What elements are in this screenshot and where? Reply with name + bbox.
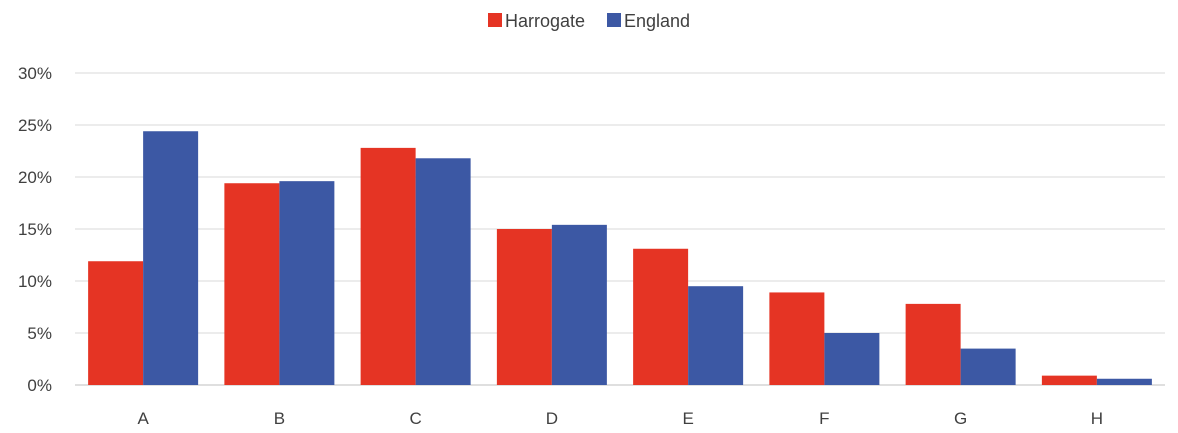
y-tick-label: 5% <box>27 324 52 343</box>
y-tick-label: 10% <box>18 272 52 291</box>
bar-harrogate-a <box>88 261 144 385</box>
bar-england-e <box>688 286 744 385</box>
y-tick-label: 20% <box>18 168 52 187</box>
legend: Harrogate England <box>488 11 690 31</box>
bar-england-d <box>551 224 607 385</box>
y-tick-label: 0% <box>27 376 52 395</box>
y-tick-label: 30% <box>18 64 52 83</box>
x-tick-label: E <box>682 409 693 428</box>
legend-swatch-harrogate <box>488 13 502 27</box>
bar-harrogate-e <box>633 248 689 385</box>
bar-england-g <box>960 348 1016 385</box>
y-tick-label: 25% <box>18 116 52 135</box>
x-tick-label: D <box>546 409 558 428</box>
bar-harrogate-d <box>496 229 552 385</box>
x-tick-label: A <box>137 409 149 428</box>
bar-harrogate-c <box>360 147 416 385</box>
bar-harrogate-h <box>1041 375 1097 385</box>
bar-england-b <box>279 181 335 385</box>
legend-swatch-england <box>607 13 621 27</box>
bar-england-f <box>824 333 880 385</box>
legend-label-england: England <box>624 11 690 31</box>
bar-england-h <box>1096 378 1152 385</box>
x-axis: A B C D E F G H <box>137 409 1103 428</box>
bar-harrogate-g <box>905 303 961 385</box>
x-tick-label: H <box>1091 409 1103 428</box>
x-tick-label: F <box>819 409 829 428</box>
legend-label-harrogate: Harrogate <box>505 11 585 31</box>
bar-harrogate-f <box>769 292 825 385</box>
bar-england-c <box>415 158 471 385</box>
y-tick-label: 15% <box>18 220 52 239</box>
y-axis: 0% 5% 10% 15% 20% 25% 30% <box>18 64 52 395</box>
bars <box>88 131 1152 385</box>
x-tick-label: C <box>409 409 421 428</box>
bar-harrogate-b <box>224 183 280 385</box>
x-tick-label: B <box>274 409 285 428</box>
bar-england-a <box>143 131 199 385</box>
x-tick-label: G <box>954 409 967 428</box>
